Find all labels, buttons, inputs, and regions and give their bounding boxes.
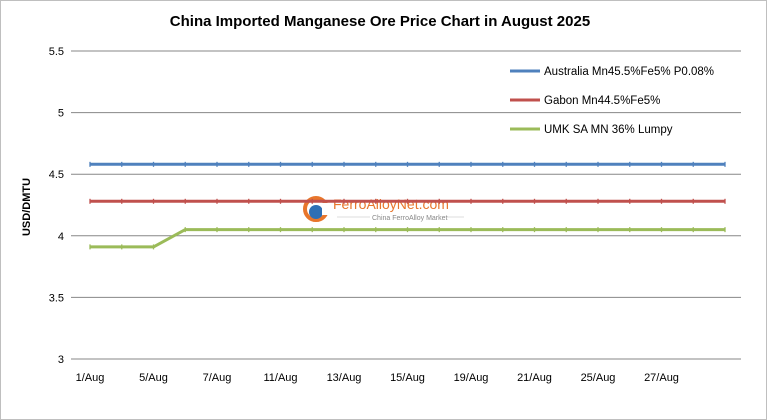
series-3: [89, 227, 726, 250]
series-1: [89, 161, 726, 167]
series-lines: [89, 161, 726, 250]
chart-title: China Imported Manganese Ore Price Chart…: [170, 13, 590, 30]
y-tick-label: 5.5: [49, 46, 64, 58]
x-tick-label: 5/Aug: [139, 372, 168, 384]
x-tick-label: 7/Aug: [203, 372, 232, 384]
x-tick-label: 19/Aug: [454, 372, 489, 384]
legend-label: Gabon Mn44.5%Fe5%: [544, 95, 660, 107]
watermark-brand: FerroAlloyNet.com: [333, 196, 449, 212]
x-tick-label: 27/Aug: [644, 372, 679, 384]
x-tick-label: 11/Aug: [263, 372, 297, 384]
x-axis-ticks: 1/Aug 5/Aug 7/Aug 11/Aug 13/Aug 15/Aug 19/Aug 2…: [76, 372, 679, 384]
y-tick-label: 4.5: [49, 169, 64, 181]
y-tick-label: 4: [58, 231, 64, 243]
y-tick-label: 5: [58, 108, 64, 120]
legend-item: UMK SA MN 36% Lumpy: [510, 124, 673, 136]
y-axis-ticks: 3 3.5 4 4.5 5 5.5: [49, 46, 64, 366]
x-tick-label: 1/Aug: [76, 372, 105, 384]
x-tick-label: 21/Aug: [517, 372, 552, 384]
y-tick-label: 3.5: [49, 292, 64, 304]
watermark-tagline: China FerroAlloy Market: [372, 215, 448, 222]
legend-label: Australia Mn45.5%Fe5% P0.08%: [544, 66, 714, 78]
y-tick-label: 3: [58, 354, 64, 366]
x-tick-label: 15/Aug: [390, 372, 425, 384]
grid-lines: [71, 50, 741, 298]
x-tick-label: 25/Aug: [581, 372, 616, 384]
watermark-logo-icon: [303, 196, 330, 222]
legend-item: Australia Mn45.5%Fe5% P0.08%: [510, 66, 714, 78]
legend: Australia Mn45.5%Fe5% P0.08% Gabon Mn44.5…: [510, 66, 714, 136]
series-2: [89, 198, 726, 204]
legend-label: UMK SA MN 36% Lumpy: [544, 124, 673, 136]
y-axis-label: USD/DMTU: [21, 178, 33, 236]
x-tick-label: 13/Aug: [327, 372, 362, 384]
legend-item: Gabon Mn44.5%Fe5%: [510, 95, 660, 107]
